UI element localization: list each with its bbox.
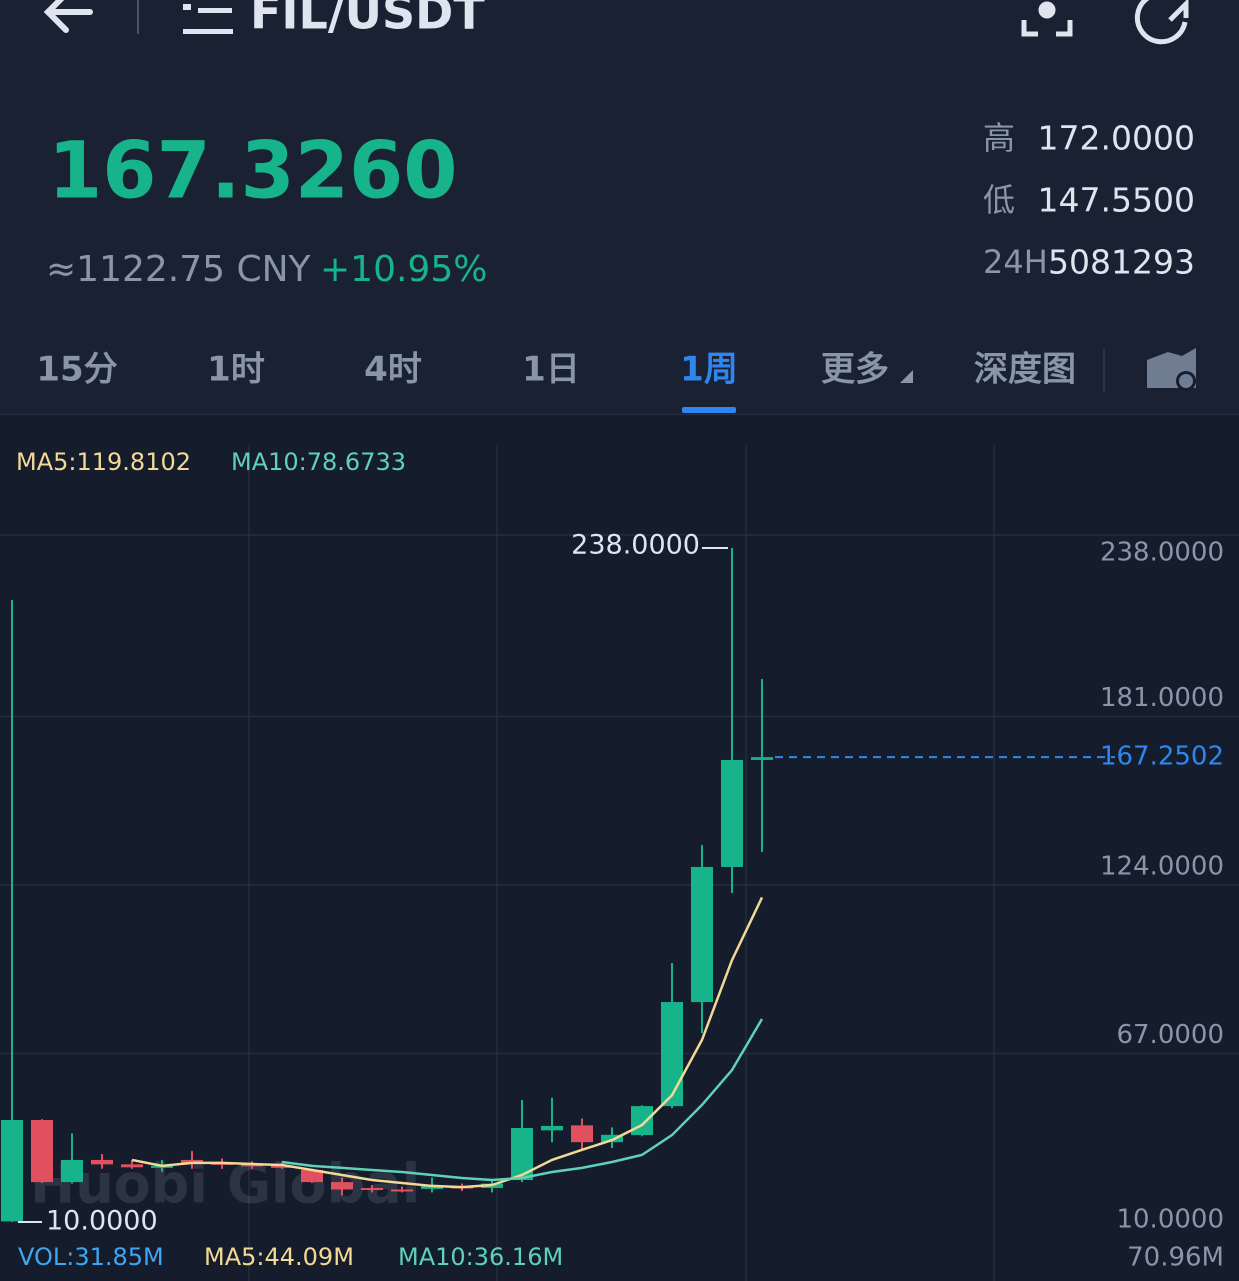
candle-body [301,1169,323,1183]
tab-indicator [682,407,736,413]
candle-body [331,1182,353,1190]
y-tick-label: 124.0000 [1100,852,1224,882]
volume-axis-label: 70.96M [1127,1243,1224,1273]
candle-body [541,1125,563,1131]
last-price: 167.3260 [48,126,458,216]
legend-entry: MA10:78.6733 [231,448,406,476]
vertical-grid [248,445,995,1281]
menu-icon[interactable] [183,4,233,34]
tab[interactable]: 1日 [522,350,580,390]
pair-title: FIL/USDT [250,0,485,40]
change-percent: +10.95% [320,249,487,290]
tab[interactable]: 1周 [680,350,738,390]
volume-legend: MA5:44.09M [204,1243,354,1271]
tab[interactable]: 4时 [364,350,422,390]
candle-body [181,1159,203,1163]
tab[interactable]: 深度图 [974,350,1076,390]
current-price-label: 167.2502 [1100,742,1224,772]
candle-body [661,1002,683,1107]
tab[interactable]: 1时 [207,350,265,390]
volume-legend: VOL:31.85M [18,1243,164,1271]
volume-legend: MA10:36.16M [398,1243,563,1271]
cny-price: ≈1122.75 CNY [46,249,312,290]
candle-body [241,1164,263,1167]
dropdown-triangle [900,370,913,383]
header-bg [0,0,1239,415]
legend-entry: MA5:119.8102 [16,448,191,476]
candle-body [751,757,773,760]
candle-body [1,1120,23,1222]
candle-body [121,1164,143,1168]
plot: 238.0000181.0000124.000067.000010.0000Hu… [0,448,1239,1273]
y-tick-label: 10.0000 [1116,1205,1224,1235]
y-tick-label: 67.0000 [1116,1020,1224,1050]
y-tick-label: 238.0000 [1100,538,1224,568]
candle-body [511,1127,533,1181]
tab[interactable]: 15分 [36,350,117,390]
stat-value: 172.0000 [1038,119,1195,158]
candle-body [271,1165,293,1168]
stat-label: 24H [983,243,1048,281]
candle-body [631,1106,653,1136]
candle-body [721,759,743,867]
max-marker-label: 238.0000 [571,530,700,561]
candle-body [601,1134,623,1143]
candle-body [61,1159,83,1183]
stat-label: 高 [983,119,1015,157]
ma-line [281,1018,764,1182]
stat-value: 147.5500 [1038,181,1195,220]
tab[interactable]: 更多 [821,350,889,390]
candle-body [91,1159,113,1165]
candle-body [31,1120,53,1183]
stat-label: 低 [983,181,1015,219]
share-icon[interactable] [1134,0,1189,45]
chart-settings-icon[interactable] [1147,348,1196,391]
candle-body [571,1125,593,1143]
stats: 高 172.0000 低 147.5500 24H 5081293 [983,119,1195,282]
stat-value: 5081293 [1048,243,1195,282]
y-tick-label: 181.0000 [1100,683,1224,713]
candle-body [691,866,713,1003]
min-marker-label: 10.0000 [46,1206,158,1237]
back-button[interactable] [43,0,93,33]
candle-body [361,1188,383,1191]
tab-bar: 15分 1时 4时 1日 1周 更多 深度图 [36,350,1076,413]
ma-line [131,896,764,1189]
candle-body [391,1189,413,1192]
scan-icon[interactable] [1021,1,1073,37]
